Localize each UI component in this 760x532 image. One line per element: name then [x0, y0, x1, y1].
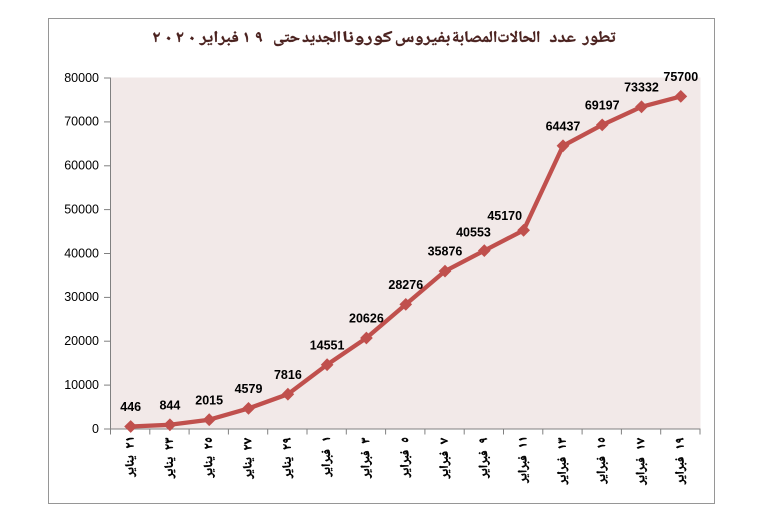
svg-text:20000: 20000	[64, 334, 99, 348]
svg-text:64437: 64437	[546, 119, 581, 133]
svg-text:4579: 4579	[235, 382, 263, 396]
svg-text:14551: 14551	[310, 338, 345, 352]
svg-text:30000: 30000	[64, 290, 99, 304]
svg-text:50000: 50000	[64, 202, 99, 216]
svg-text:75700: 75700	[663, 70, 698, 84]
svg-text:60000: 60000	[64, 159, 99, 173]
svg-text:446: 446	[120, 400, 141, 414]
svg-text:40000: 40000	[64, 246, 99, 260]
svg-text:0: 0	[92, 422, 99, 436]
svg-text:2015: 2015	[195, 393, 223, 407]
svg-text:40553: 40553	[456, 226, 491, 240]
svg-text:28276: 28276	[388, 278, 423, 292]
svg-text:73332: 73332	[624, 80, 659, 94]
svg-text:20626: 20626	[349, 312, 384, 326]
svg-text:844: 844	[159, 398, 180, 412]
svg-text:80000: 80000	[64, 71, 99, 85]
svg-text:69197: 69197	[585, 99, 620, 113]
svg-text:7816: 7816	[274, 368, 302, 382]
svg-text:35876: 35876	[428, 245, 463, 259]
svg-text:45170: 45170	[487, 209, 522, 223]
svg-text:70000: 70000	[64, 115, 99, 129]
svg-text:10000: 10000	[64, 378, 99, 392]
